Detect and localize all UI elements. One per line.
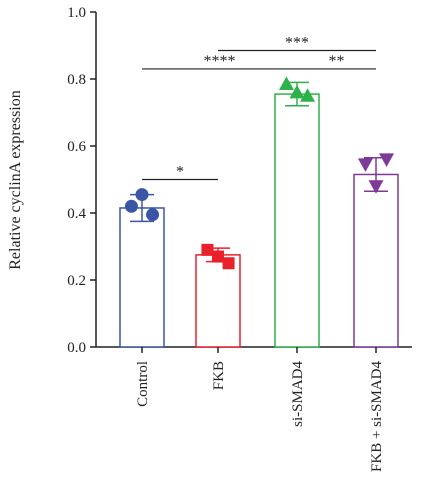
data-point xyxy=(222,257,235,270)
significance-label: ** xyxy=(329,53,345,70)
bar xyxy=(119,207,165,348)
bars-group xyxy=(119,81,399,353)
y-tick-label: 0.6 xyxy=(67,139,86,155)
data-point xyxy=(379,153,395,167)
y-tick-label: 0.4 xyxy=(67,206,86,222)
data-point xyxy=(146,208,160,222)
data-point xyxy=(300,88,316,102)
x-tick-label: FKB + si-SMAD4 xyxy=(369,361,385,472)
significance-label: * xyxy=(176,164,184,181)
bar xyxy=(195,254,241,348)
significance-brackets: ********** xyxy=(142,35,376,181)
x-tick-label: si-SMAD4 xyxy=(290,361,306,427)
y-tick-label: 0.0 xyxy=(67,340,86,356)
x-tick-label: FKB xyxy=(211,361,227,390)
significance-label: **** xyxy=(204,53,236,70)
significance-label: *** xyxy=(285,35,309,52)
data-point xyxy=(368,180,384,194)
data-point xyxy=(289,84,305,99)
y-tick-label: 0.8 xyxy=(67,72,86,88)
x-axis-labels: Control FKB si-SMAD4 FKB + si-SMAD4 xyxy=(135,361,385,472)
y-tick-label: 1.0 xyxy=(67,5,86,21)
data-point xyxy=(212,250,224,263)
y-axis-ticks: 0.0 0.2 0.4 0.6 0.8 1.0 xyxy=(67,5,96,356)
bar xyxy=(353,173,399,348)
bar xyxy=(274,93,320,348)
data-point xyxy=(357,158,373,172)
x-tick-label: Control xyxy=(135,361,151,407)
data-point xyxy=(278,76,294,91)
data-point xyxy=(124,199,138,213)
data-point xyxy=(201,243,214,256)
y-tick-label: 0.2 xyxy=(67,273,86,289)
data-points-group xyxy=(124,76,395,270)
data-point xyxy=(135,188,149,202)
y-axis-title: Relative cyclinA expression xyxy=(7,90,24,270)
